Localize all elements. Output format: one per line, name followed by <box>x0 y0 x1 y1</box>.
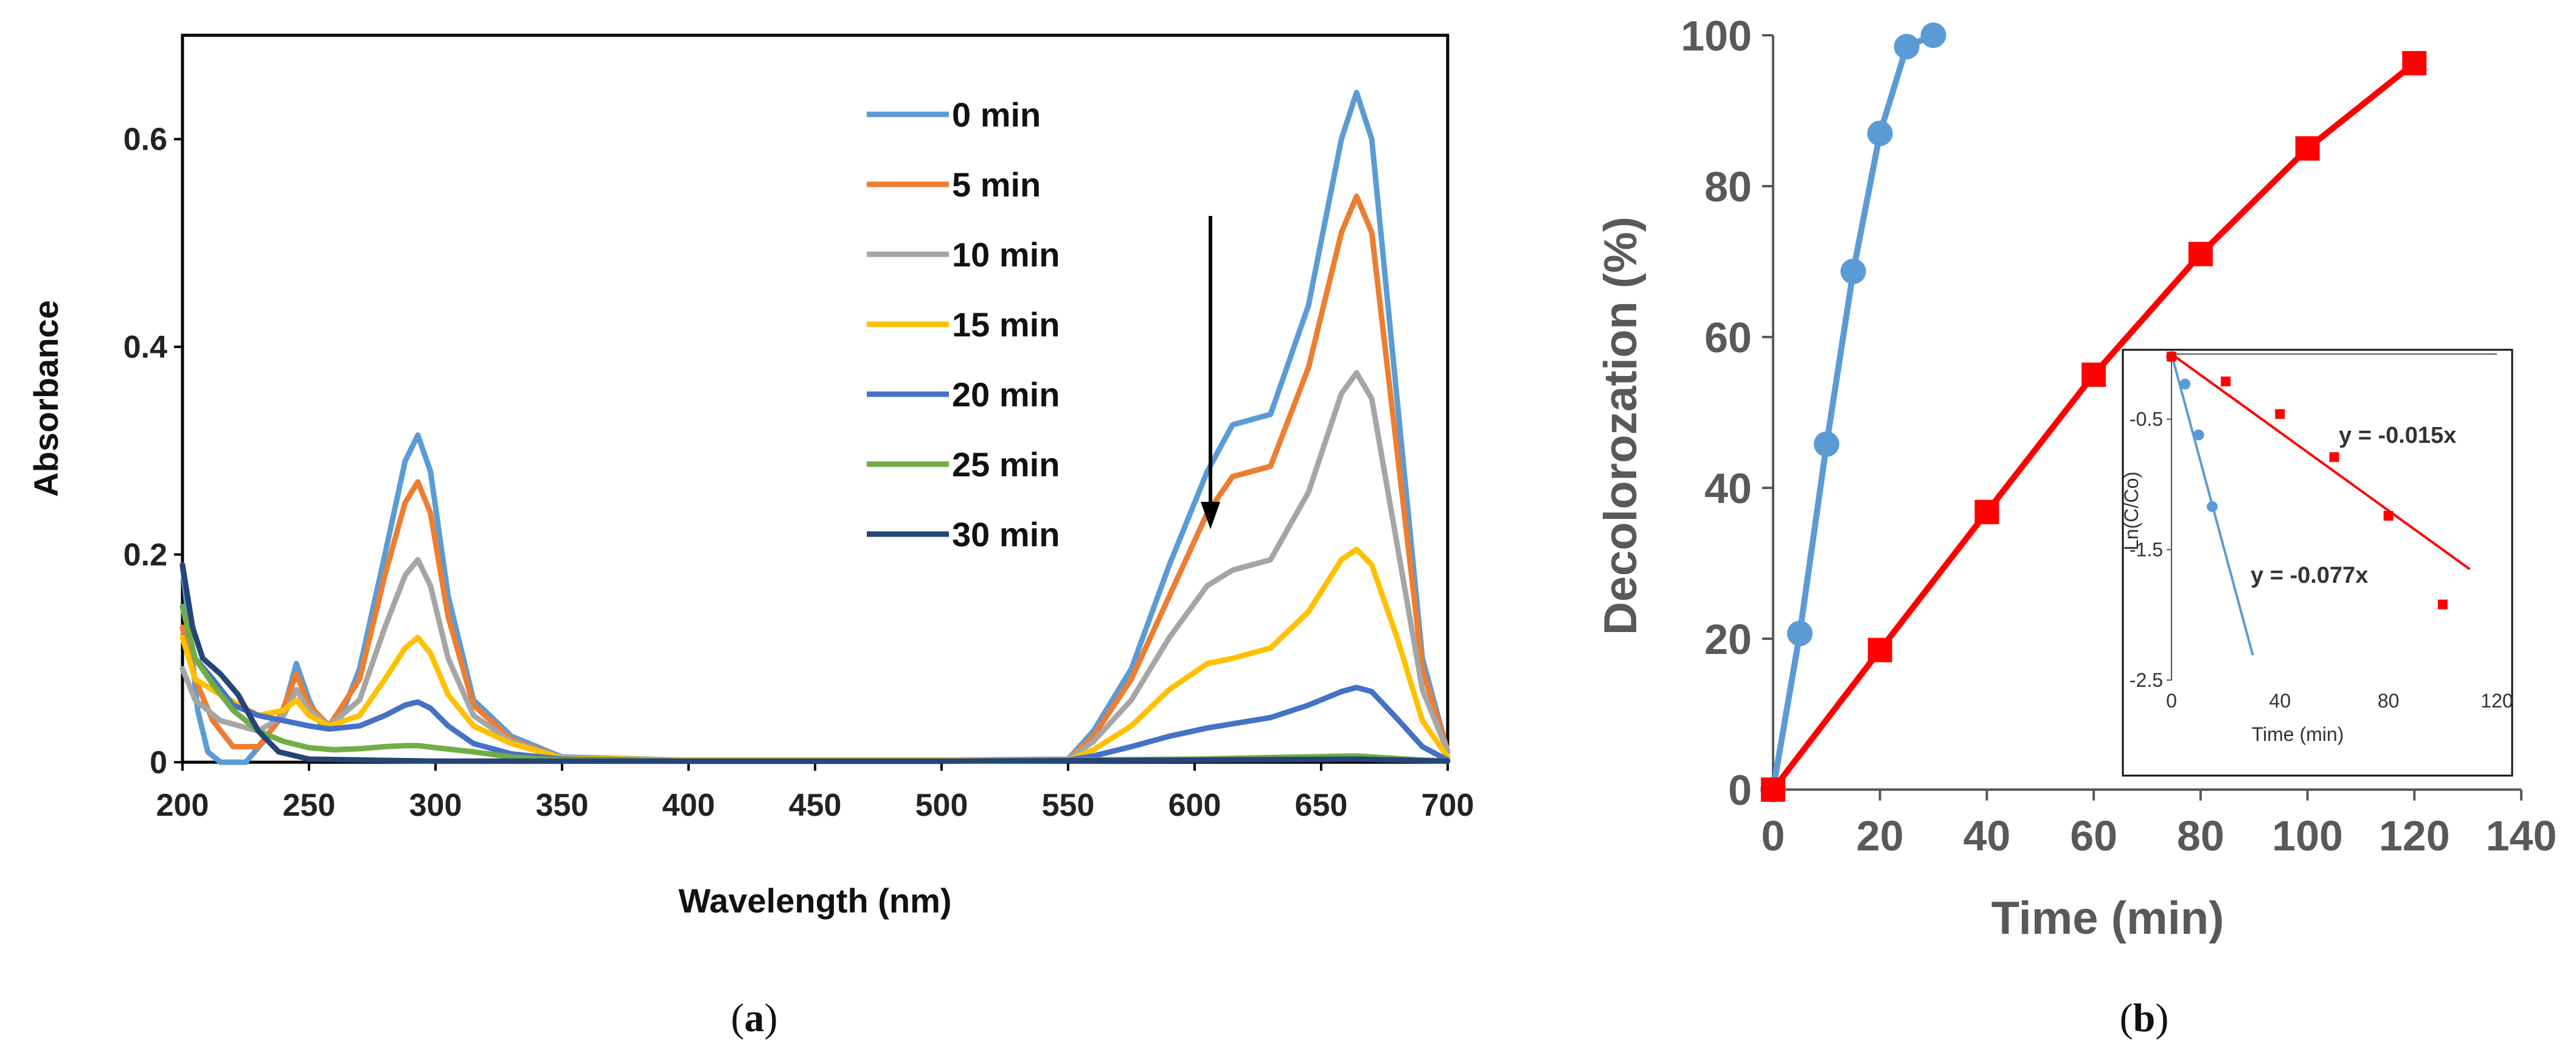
inset-ylabel: Ln(C/Co) <box>2120 471 2142 551</box>
chart-b-ytick-label: 80 <box>1704 163 1752 210</box>
chart-a-xtick-label: 250 <box>283 788 336 823</box>
chart-a-legend-label: 15 min <box>952 305 1060 344</box>
chart-b-point <box>2295 136 2320 161</box>
inset-point <box>2167 352 2176 362</box>
chart-b-point <box>1974 499 1999 524</box>
chart-b-ytick-label: 100 <box>1681 12 1752 60</box>
chart-a-ytick-label: 0.4 <box>123 330 167 365</box>
inset-fit-line <box>2170 353 2471 571</box>
chart-b-ytick-label: 60 <box>1704 314 1752 361</box>
chart-b-point <box>1813 431 1839 457</box>
chart-a-xtick-label: 300 <box>409 788 462 823</box>
chart-a-legend-label: 20 min <box>952 375 1060 414</box>
chart-b-point <box>1867 638 1892 662</box>
inset-point <box>2193 429 2204 440</box>
chart-b-axes: 0 20 40 60 80 100 120 140 0 20 40 60 80 100 <box>1681 12 2557 860</box>
chart-a-caption: (a) <box>731 996 778 1040</box>
chart-b-point <box>1867 120 1893 147</box>
inset-xtick-label: 40 <box>2269 690 2291 712</box>
chart-a-ylabel: Absorbance <box>27 300 65 497</box>
inset-point <box>2206 501 2218 512</box>
chart-a-ytick-label: 0.2 <box>123 538 167 573</box>
inset-point <box>2275 409 2285 419</box>
chart-b-ytick-label: 0 <box>1728 766 1752 814</box>
chart-b-ytick-label: 20 <box>1704 616 1752 663</box>
chart-a-legend-label: 0 min <box>952 96 1041 134</box>
chart-a-xtick-label: 600 <box>1168 788 1221 823</box>
chart-a-xtick-label: 400 <box>662 788 715 823</box>
chart-b-ylabel: Decolorozation (%) <box>1595 217 1647 635</box>
chart-a-legend: 0 min 5 min 10 min 15 min 20 min 25 min 30 min <box>867 96 1060 554</box>
chart-a-series <box>179 89 1451 765</box>
chart-a-xtick-label: 450 <box>789 788 842 823</box>
chart-b-point <box>2188 242 2213 266</box>
chart-a-xtick-label: 650 <box>1295 788 1348 823</box>
chart-a-xtick-label: 500 <box>915 788 968 823</box>
chart-a-legend-label: 30 min <box>952 515 1060 554</box>
inset-equation: y = -0.077x <box>2251 563 2368 588</box>
inset-equation: y = -0.015x <box>2339 423 2456 448</box>
chart-a-xtick-label: 550 <box>1042 788 1095 823</box>
chart-b-point <box>1761 777 1785 802</box>
chart-b-xtick-label: 140 <box>2486 812 2557 860</box>
chart-a-xtick-label: 200 <box>156 788 209 823</box>
chart-a-series-line <box>179 546 1451 763</box>
chart-a-series-line <box>179 562 1451 764</box>
chart-a-legend-label: 5 min <box>952 165 1041 204</box>
inset-xtick-label: 120 <box>2481 690 2513 712</box>
inset-xtick-label: 0 <box>2166 690 2177 712</box>
inset-ytick-label: -1.5 <box>2130 539 2163 561</box>
chart-b-point <box>1894 33 1920 60</box>
inset-xlabel: Time (min) <box>2252 723 2344 745</box>
inset-xtick-label: 80 <box>2378 690 2400 712</box>
chart-b-xtick-label: 0 <box>1762 812 1785 860</box>
chart-b-xtick-label: 120 <box>2379 812 2450 860</box>
chart-b-point <box>1920 23 1946 48</box>
chart-b-point <box>1840 259 1866 285</box>
chart-b-xtick-label: 60 <box>2070 812 2117 860</box>
chart-b-series <box>1760 23 2427 802</box>
chart-b-xlabel: Time (min) <box>1991 892 2224 944</box>
chart-b-inset: 0 40 80 120 -0.5 -1.5 -2.5 Time (min) Ln(C/Co) y … <box>2120 349 2513 777</box>
chart-a-xlabel: Wavelength (nm) <box>678 881 951 920</box>
chart-a-xtick-label: 700 <box>1422 788 1474 823</box>
chart-a-legend-label: 10 min <box>952 235 1060 274</box>
chart-b-point <box>2081 363 2106 387</box>
chart-a-arrow <box>1201 216 1220 529</box>
chart-a-ytick-label: 0.6 <box>123 122 167 158</box>
chart-b-series-line <box>1770 32 1935 790</box>
chart-b-caption: (b) <box>2120 996 2169 1040</box>
chart-b-ytick-label: 40 <box>1704 465 1752 512</box>
inset-ytick-label: -2.5 <box>2130 669 2163 691</box>
chart-a-legend-label: 25 min <box>952 445 1060 484</box>
chart-b-xtick-label: 100 <box>2272 812 2343 860</box>
inset-point <box>2179 378 2191 390</box>
chart-b-xtick-label: 40 <box>1963 812 2010 860</box>
inset-point <box>2383 510 2394 521</box>
chart-a-xtick-label: 350 <box>536 788 589 823</box>
chart-b-xtick-label: 20 <box>1856 812 1904 860</box>
inset-point <box>2437 599 2448 610</box>
chart-b-xtick-label: 80 <box>2177 812 2224 860</box>
chart-a-ytick-label: 0 <box>150 745 167 780</box>
inset-ytick-label: -0.5 <box>2130 408 2163 430</box>
chart-b-point <box>1786 620 1813 647</box>
inset-point <box>2329 452 2339 462</box>
inset-frame <box>2122 349 2513 777</box>
chart-a-series-line <box>179 193 1451 763</box>
chart-b-point <box>2402 50 2427 75</box>
inset-point <box>2221 377 2231 387</box>
